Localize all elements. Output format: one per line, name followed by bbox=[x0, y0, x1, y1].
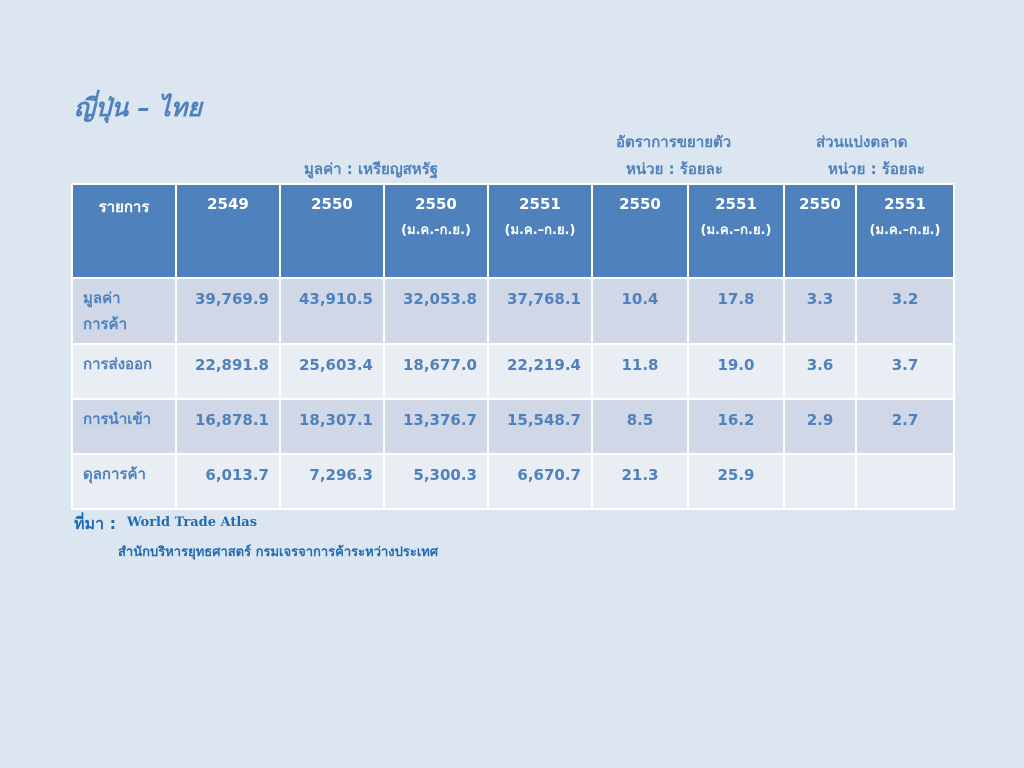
trade-table: รายการ 2549 2550 2550 (ม.ค.-ก.ย.) 2551 (ม.… bbox=[71, 183, 955, 510]
page-title: ญี่ปุ่น – ไทย bbox=[74, 93, 202, 122]
column-header: 2551 (ม.ค.–ก.ย.) bbox=[487, 183, 593, 279]
table-cell bbox=[783, 453, 857, 510]
table-cell: 16,878.1 bbox=[175, 398, 281, 455]
column-header: 2551 (ม.ค.–ก.ย.) bbox=[855, 183, 955, 279]
table-cell: 18,307.1 bbox=[279, 398, 385, 455]
table-cell: 5,300.3 bbox=[383, 453, 489, 510]
table-cell: 6,013.7 bbox=[175, 453, 281, 510]
table-cell: 7,296.3 bbox=[279, 453, 385, 510]
table-cell: 39,769.9 bbox=[175, 277, 281, 345]
row-label: การส่งออก bbox=[71, 343, 177, 400]
table-cell: 43,910.5 bbox=[279, 277, 385, 345]
table-cell: 11.8 bbox=[591, 343, 689, 400]
table-cell: 19.0 bbox=[687, 343, 785, 400]
table-cell: 16.2 bbox=[687, 398, 785, 455]
table-cell: 25,603.4 bbox=[279, 343, 385, 400]
source-value: World Trade Atlas bbox=[127, 515, 258, 530]
column-header: 2549 bbox=[175, 183, 281, 279]
value-unit-label: มูลค่า : เหรียญสหรัฐ bbox=[304, 160, 438, 178]
table-cell: 10.4 bbox=[591, 277, 689, 345]
table-cell: 3.2 bbox=[855, 277, 955, 345]
row-label: การนำเข้า bbox=[71, 398, 177, 455]
table-row: การส่งออก 22,891.8 25,603.4 18,677.0 22,… bbox=[71, 343, 955, 400]
table-cell: 3.3 bbox=[783, 277, 857, 345]
market-share-header: ส่วนแบ่งตลาด bbox=[816, 133, 908, 151]
table-cell: 6,670.7 bbox=[487, 453, 593, 510]
column-header: 2551 (ม.ค.–ก.ย.) bbox=[687, 183, 785, 279]
growth-unit-label: หน่วย : ร้อยละ bbox=[626, 160, 723, 178]
column-header: 2550 bbox=[591, 183, 689, 279]
growth-rate-header: อัตราการขยายตัว bbox=[616, 133, 732, 151]
column-header: รายการ bbox=[71, 183, 177, 279]
column-header: 2550 bbox=[783, 183, 857, 279]
source-label: ที่มา : bbox=[74, 514, 117, 533]
source-organization: สำนักบริหารยุทธศาสตร์ กรมเจรจาการค้าระหว… bbox=[118, 545, 439, 560]
table-cell: 37,768.1 bbox=[487, 277, 593, 345]
row-label: ดุลการค้า bbox=[71, 453, 177, 510]
table-cell: 8.5 bbox=[591, 398, 689, 455]
table-cell: 32,053.8 bbox=[383, 277, 489, 345]
table-cell: 3.6 bbox=[783, 343, 857, 400]
table-cell: 2.7 bbox=[855, 398, 955, 455]
table-cell: 2.9 bbox=[783, 398, 857, 455]
table-cell bbox=[855, 453, 955, 510]
table-cell: 25.9 bbox=[687, 453, 785, 510]
table-cell: 18,677.0 bbox=[383, 343, 489, 400]
row-label: มูลค่า การค้า bbox=[71, 277, 177, 345]
table-header-row: รายการ 2549 2550 2550 (ม.ค.-ก.ย.) 2551 (ม.… bbox=[71, 183, 955, 279]
table-cell: 22,219.4 bbox=[487, 343, 593, 400]
share-unit-label: หน่วย : ร้อยละ bbox=[828, 160, 925, 178]
table-cell: 17.8 bbox=[687, 277, 785, 345]
column-header: 2550 bbox=[279, 183, 385, 279]
table-cell: 13,376.7 bbox=[383, 398, 489, 455]
table-row: การนำเข้า 16,878.1 18,307.1 13,376.7 15,… bbox=[71, 398, 955, 455]
table-cell: 15,548.7 bbox=[487, 398, 593, 455]
table-cell: 22,891.8 bbox=[175, 343, 281, 400]
table-row: มูลค่า การค้า 39,769.9 43,910.5 32,053.8… bbox=[71, 277, 955, 345]
table-cell: 21.3 bbox=[591, 453, 689, 510]
table-cell: 3.7 bbox=[855, 343, 955, 400]
table-row: ดุลการค้า 6,013.7 7,296.3 5,300.3 6,670.… bbox=[71, 453, 955, 510]
column-header: 2550 (ม.ค.-ก.ย.) bbox=[383, 183, 489, 279]
